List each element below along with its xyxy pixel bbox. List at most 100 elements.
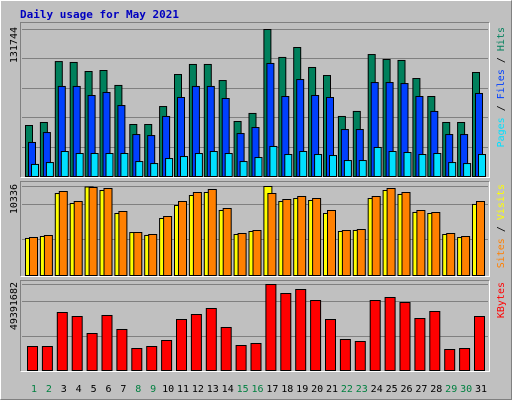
- bar: [56, 312, 68, 371]
- bar: [299, 151, 308, 177]
- x-tick-label: 27: [415, 384, 427, 395]
- x-tick-label: 29: [445, 384, 457, 395]
- x-tick-label: 23: [356, 384, 368, 395]
- bar: [194, 153, 203, 177]
- bar: [295, 289, 307, 371]
- bar: [282, 199, 292, 276]
- bar: [239, 161, 248, 178]
- bar: [297, 195, 307, 276]
- x-tick-label: 21: [326, 384, 338, 395]
- bar: [358, 160, 367, 177]
- x-tick-label: 16: [251, 384, 263, 395]
- legend-entry: Files: [496, 69, 507, 99]
- bar: [165, 158, 174, 177]
- legend: Sites / Visits: [496, 184, 507, 268]
- bar: [71, 316, 83, 371]
- bar: [401, 192, 411, 276]
- bar: [224, 153, 233, 177]
- legend-entry: Pages: [496, 117, 507, 147]
- bar: [250, 342, 262, 371]
- x-tick-label: 4: [76, 384, 82, 395]
- bar: [461, 236, 471, 277]
- legend: Pages / Files / Hits: [496, 27, 507, 147]
- x-tick-label: 14: [222, 384, 234, 395]
- bar: [418, 154, 427, 178]
- legend-separator: /: [496, 51, 507, 69]
- bar: [310, 300, 322, 371]
- legend-separator: /: [496, 99, 507, 117]
- chart-title: Daily usage for May 2021: [20, 8, 179, 21]
- x-tick-label: 1: [31, 384, 37, 395]
- x-tick-label: 15: [237, 384, 249, 395]
- bar: [27, 346, 38, 372]
- bar: [58, 191, 68, 276]
- x-tick-label: 28: [430, 384, 442, 395]
- panel-bevel-dark: [20, 280, 490, 372]
- x-tick-label: 31: [475, 384, 487, 395]
- bar: [163, 215, 173, 277]
- bar: [176, 319, 187, 372]
- x-tick-label: 9: [150, 384, 156, 395]
- bar: [329, 155, 337, 177]
- legend-entry: Hits: [496, 27, 507, 51]
- bar: [116, 328, 128, 371]
- x-tick-label: 18: [281, 384, 293, 395]
- x-tick-label: 20: [311, 384, 323, 395]
- panel-bevel-dark: [20, 181, 490, 277]
- bar: [476, 200, 485, 276]
- bar: [463, 163, 472, 178]
- bar: [131, 348, 143, 372]
- bar: [327, 209, 336, 276]
- bar: [429, 310, 441, 371]
- x-tick-label: 30: [460, 384, 472, 395]
- panel-bevel-light: [20, 280, 490, 372]
- x-tick-label: 10: [162, 384, 174, 395]
- x-tick-label: 22: [341, 384, 353, 395]
- bar: [45, 162, 54, 177]
- bar: [446, 232, 456, 277]
- bar: [341, 230, 351, 276]
- bar: [105, 153, 114, 177]
- x-tick-label: 3: [61, 384, 67, 395]
- bar: [414, 318, 426, 371]
- bar: [384, 296, 396, 371]
- y-tick-label: 131744: [9, 27, 20, 63]
- legend-entry: KBytes: [496, 282, 507, 318]
- bar: [207, 188, 217, 277]
- x-tick-label: 13: [207, 384, 219, 395]
- x-tick-label: 8: [135, 384, 141, 395]
- y-tick-label: 10336: [9, 184, 20, 214]
- bar: [339, 339, 351, 371]
- bar: [474, 316, 485, 371]
- bar: [403, 152, 412, 178]
- bar: [75, 153, 84, 177]
- bar: [369, 300, 381, 371]
- bar: [180, 156, 188, 178]
- x-tick-label: 12: [192, 384, 204, 395]
- bar: [135, 161, 144, 178]
- bar: [73, 200, 83, 276]
- x-tick-label: 24: [371, 384, 383, 395]
- bar: [343, 160, 352, 177]
- bar: [325, 319, 336, 372]
- bar: [459, 348, 471, 372]
- x-tick-label: 5: [91, 384, 97, 395]
- legend: KBytes: [496, 282, 507, 318]
- bar: [254, 157, 263, 177]
- bar: [133, 231, 143, 276]
- bar: [29, 237, 38, 277]
- bar: [478, 154, 486, 178]
- bar: [60, 151, 69, 177]
- bar: [192, 192, 202, 276]
- bar: [86, 332, 98, 372]
- x-tick-label: 17: [266, 384, 278, 395]
- bar: [178, 200, 187, 276]
- bar: [120, 153, 129, 177]
- bar: [269, 145, 278, 177]
- bar: [284, 154, 293, 178]
- bar: [150, 163, 159, 178]
- bar: [220, 326, 232, 372]
- y-tick-label: 49391682: [9, 282, 20, 330]
- bar: [205, 307, 217, 371]
- bar: [222, 208, 232, 276]
